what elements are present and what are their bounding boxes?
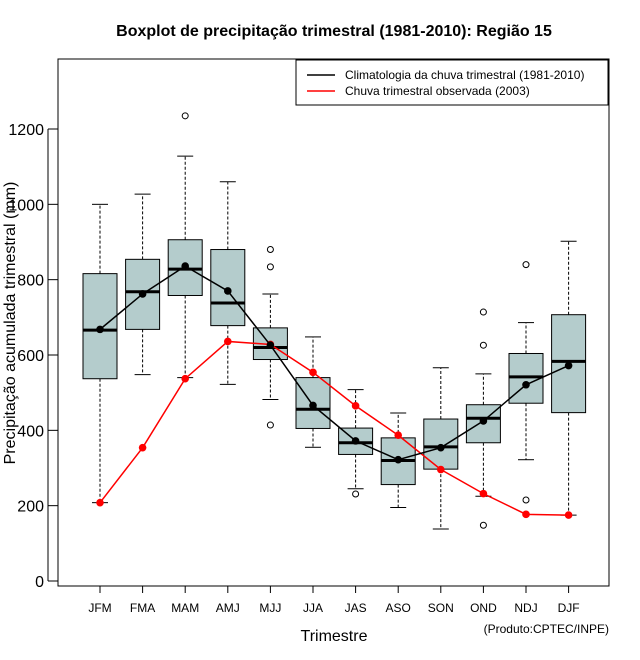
- x-tick-label: NDJ: [514, 601, 537, 615]
- series-point: [181, 374, 189, 383]
- y-axis-label: Precipitação acumulada trimestral (mm): [2, 182, 19, 465]
- outlier-point: [479, 341, 487, 349]
- series-point: [309, 401, 317, 410]
- legend: Climatologia da chuva trimestral (1981-2…: [295, 59, 609, 106]
- series-point: [437, 443, 445, 452]
- legend-label-observed: Chuva trimestral observada (2003): [345, 84, 530, 98]
- series-point: [437, 465, 445, 474]
- series-line: [99, 265, 569, 461]
- series-point: [479, 489, 488, 498]
- x-axis-label: Trimestre: [301, 628, 368, 645]
- series-point: [224, 287, 232, 295]
- y-tick-label: 1200: [8, 122, 44, 139]
- series-point: [138, 443, 147, 452]
- boxplot-amj: [210, 181, 246, 385]
- x-tick-label: FMA: [130, 601, 155, 615]
- y-axis: 0 200 400 600 800 1000 1200: [8, 122, 58, 591]
- outlier-point: [266, 246, 274, 254]
- boxplot-jja: [295, 336, 331, 448]
- x-tick-label: AMJ: [216, 601, 240, 615]
- y-tick-label: 400: [17, 423, 44, 440]
- boxplot-mjj: [252, 246, 288, 429]
- series-point: [479, 417, 488, 425]
- series-point: [522, 510, 530, 519]
- series-point: [96, 498, 104, 507]
- outlier-point: [522, 261, 530, 269]
- boxplots: [82, 112, 587, 530]
- x-tick-label: JJA: [303, 601, 323, 615]
- legend-label-climatology: Climatologia da chuva trimestral (1981-2…: [345, 68, 584, 82]
- outlier-point: [266, 421, 274, 429]
- outlier-point: [522, 496, 530, 504]
- x-tick-label: OND: [470, 601, 497, 615]
- y-tick-label: 800: [17, 273, 44, 290]
- x-tick-label: JFM: [88, 601, 111, 615]
- x-tick-label: SON: [428, 601, 454, 615]
- plot-frame: [57, 58, 610, 587]
- x-tick-label: MAM: [171, 601, 199, 615]
- series-climatology: [96, 262, 573, 464]
- x-tick-label: JAS: [345, 601, 367, 615]
- boxplot-mam: [167, 112, 203, 379]
- series-observed: [96, 337, 573, 519]
- series-line: [99, 340, 569, 516]
- outlier-point: [352, 490, 360, 498]
- chart-title: Boxplot de precipitação trimestral (1981…: [116, 23, 552, 40]
- boxplot-djf: [551, 240, 587, 516]
- series-point: [564, 511, 573, 519]
- boxplot-fma: [125, 193, 161, 376]
- y-tick-label: 0: [35, 574, 44, 591]
- legend-box: [295, 59, 609, 106]
- outlier-point: [181, 112, 189, 120]
- outlier-point: [479, 308, 487, 316]
- boxplot-jfm: [82, 203, 118, 504]
- credit-text: (Produto:CPTEC/INPE): [484, 622, 609, 636]
- outlier-point: [479, 521, 487, 529]
- y-tick-label: 600: [17, 348, 44, 365]
- x-tick-label: ASO: [386, 601, 411, 615]
- series-point: [394, 431, 403, 440]
- series-point: [138, 290, 147, 298]
- series-point: [564, 361, 573, 370]
- series-point: [224, 337, 232, 346]
- series-lines: [96, 262, 573, 519]
- series-point: [181, 262, 189, 270]
- series-point: [96, 325, 104, 334]
- x-tick-label: DJF: [558, 601, 580, 615]
- x-tick-label: MJJ: [259, 601, 281, 615]
- outlier-point: [266, 263, 274, 271]
- series-point: [522, 380, 530, 389]
- series-point: [351, 437, 360, 445]
- series-point: [309, 368, 317, 377]
- series-point: [351, 402, 360, 410]
- y-tick-label: 200: [17, 499, 44, 516]
- x-axis: JFM FMA MAM AMJ MJJ JJA JAS ASO SON OND NDJ DJF: [88, 585, 580, 615]
- series-point: [394, 455, 403, 464]
- y-tick-label: 1000: [8, 197, 44, 214]
- series-point: [266, 341, 275, 350]
